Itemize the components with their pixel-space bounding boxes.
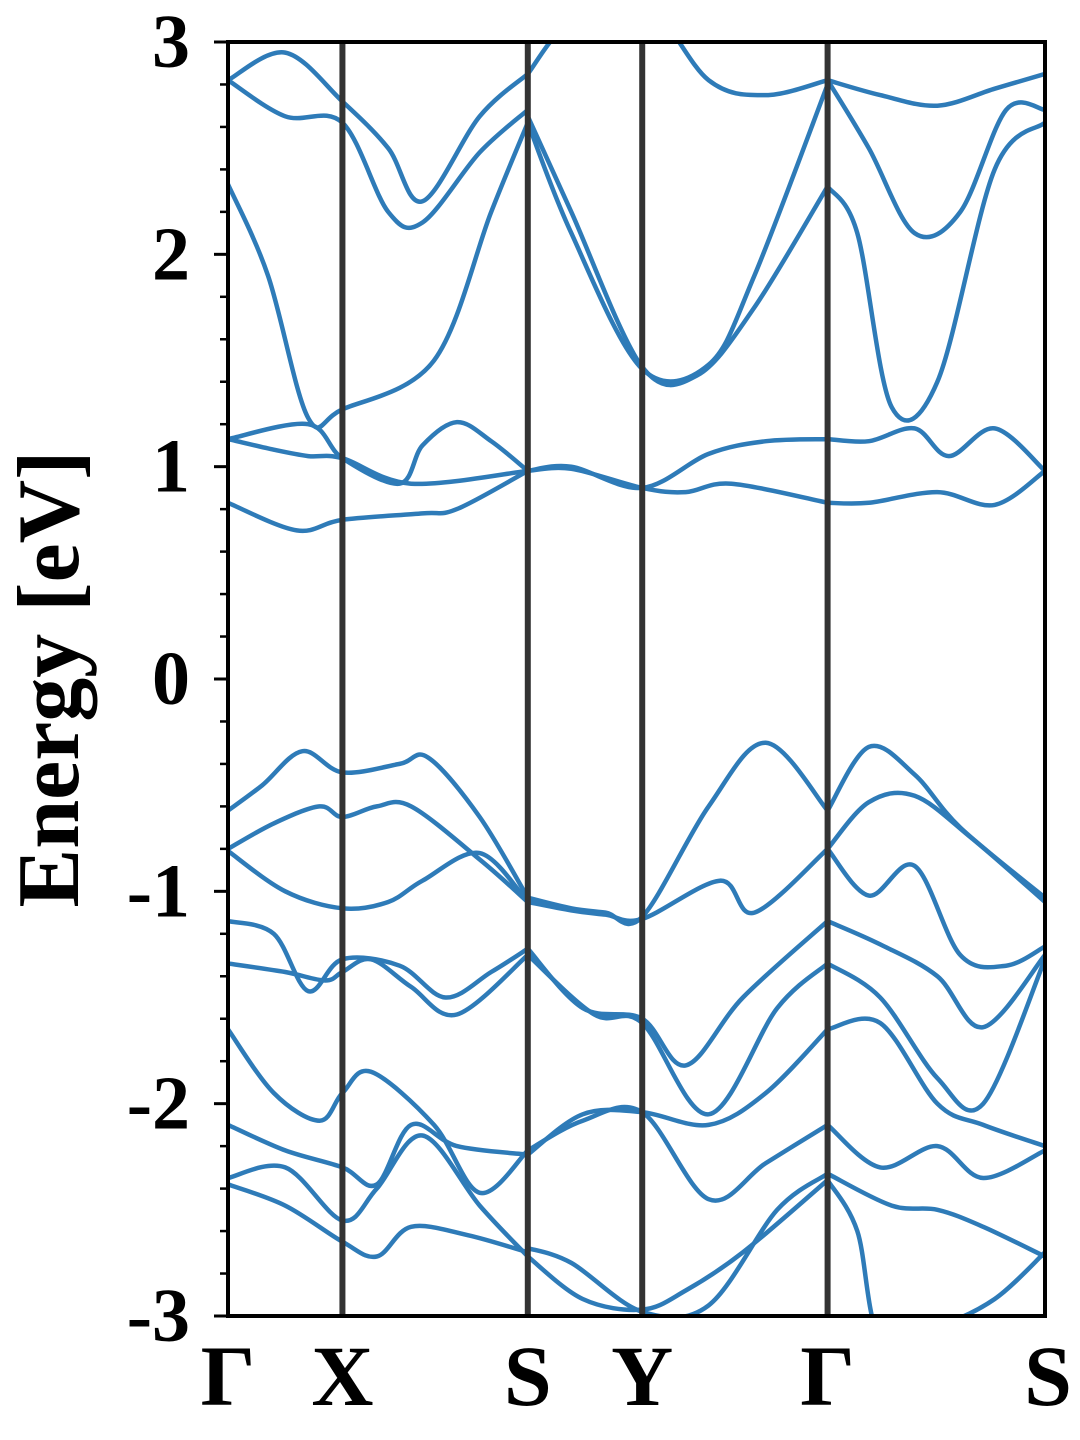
- band-line-31: [825, 847, 1045, 970]
- band-line-37: [825, 1178, 1045, 1316]
- band-line-11: [228, 419, 530, 486]
- band-line-8: [228, 1133, 530, 1259]
- band-line-12: [228, 436, 529, 487]
- band-line-35: [826, 1123, 1045, 1181]
- band-line-10: [228, 468, 529, 534]
- band-line-32: [826, 919, 1045, 1030]
- y-tick-label: -2: [127, 1062, 190, 1146]
- band-line-22: [526, 1178, 830, 1313]
- plot-frame: [226, 40, 1047, 1318]
- band-line-9: [228, 1182, 529, 1260]
- band-line-17: [527, 847, 830, 924]
- band-line-23: [527, 1171, 829, 1316]
- band-line-2: [228, 799, 530, 904]
- band-line-25: [527, 436, 828, 491]
- band-line-16: [527, 740, 830, 927]
- band-line-33: [826, 958, 1045, 1113]
- band-line-15: [228, 50, 530, 204]
- y-tick-label: 3: [152, 0, 190, 84]
- band-line-21: [526, 1027, 830, 1157]
- k-point-label-S: S: [504, 1328, 552, 1424]
- k-point-label-S: S: [1024, 1328, 1072, 1424]
- band-line-41: [825, 79, 1045, 240]
- k-point-label-Γ: Γ: [800, 1328, 855, 1424]
- k-point-label-X: X: [311, 1328, 373, 1424]
- band-line-1: [228, 748, 530, 899]
- band-line-3: [228, 849, 530, 911]
- band-line-36: [826, 1171, 1045, 1259]
- band-line-30: [825, 790, 1045, 904]
- band-line-20: [526, 1104, 829, 1203]
- band-line-13: [228, 121, 530, 430]
- band-line-19: [526, 953, 830, 1117]
- band-line-40: [825, 120, 1045, 423]
- y-tick-label: 0: [152, 637, 190, 721]
- y-axis-label: Energy [eV]: [1, 451, 98, 908]
- band-line-14: [228, 78, 530, 231]
- band-line-6: [228, 1027, 530, 1196]
- band-line-4: [228, 918, 530, 1000]
- y-tick-label: 2: [152, 212, 190, 296]
- y-tick-label: 1: [152, 425, 190, 509]
- y-axis-tick-labels: 3 2 1 0 -1 -2 -3: [127, 0, 190, 1358]
- y-axis-ticks: [214, 40, 228, 1318]
- band-line-34: [827, 1016, 1045, 1149]
- band-line-26: [525, 83, 830, 384]
- band-line-27: [525, 115, 830, 388]
- k-point-lines-group: [339, 42, 831, 1316]
- band-line-18: [526, 919, 830, 1068]
- band-line-42: [826, 71, 1045, 108]
- y-tick-label: -3: [127, 1274, 190, 1358]
- band-lines-group: [228, 42, 1045, 1316]
- band-line-5: [228, 953, 530, 1018]
- band-line-7: [228, 1121, 529, 1189]
- k-point-label-Γ: Γ: [201, 1328, 256, 1424]
- band-line-39: [827, 425, 1045, 473]
- band-line-38: [827, 469, 1045, 508]
- band-line-28: [526, 42, 829, 98]
- k-point-label-Y: Y: [611, 1328, 673, 1424]
- y-tick-label: -1: [127, 849, 190, 933]
